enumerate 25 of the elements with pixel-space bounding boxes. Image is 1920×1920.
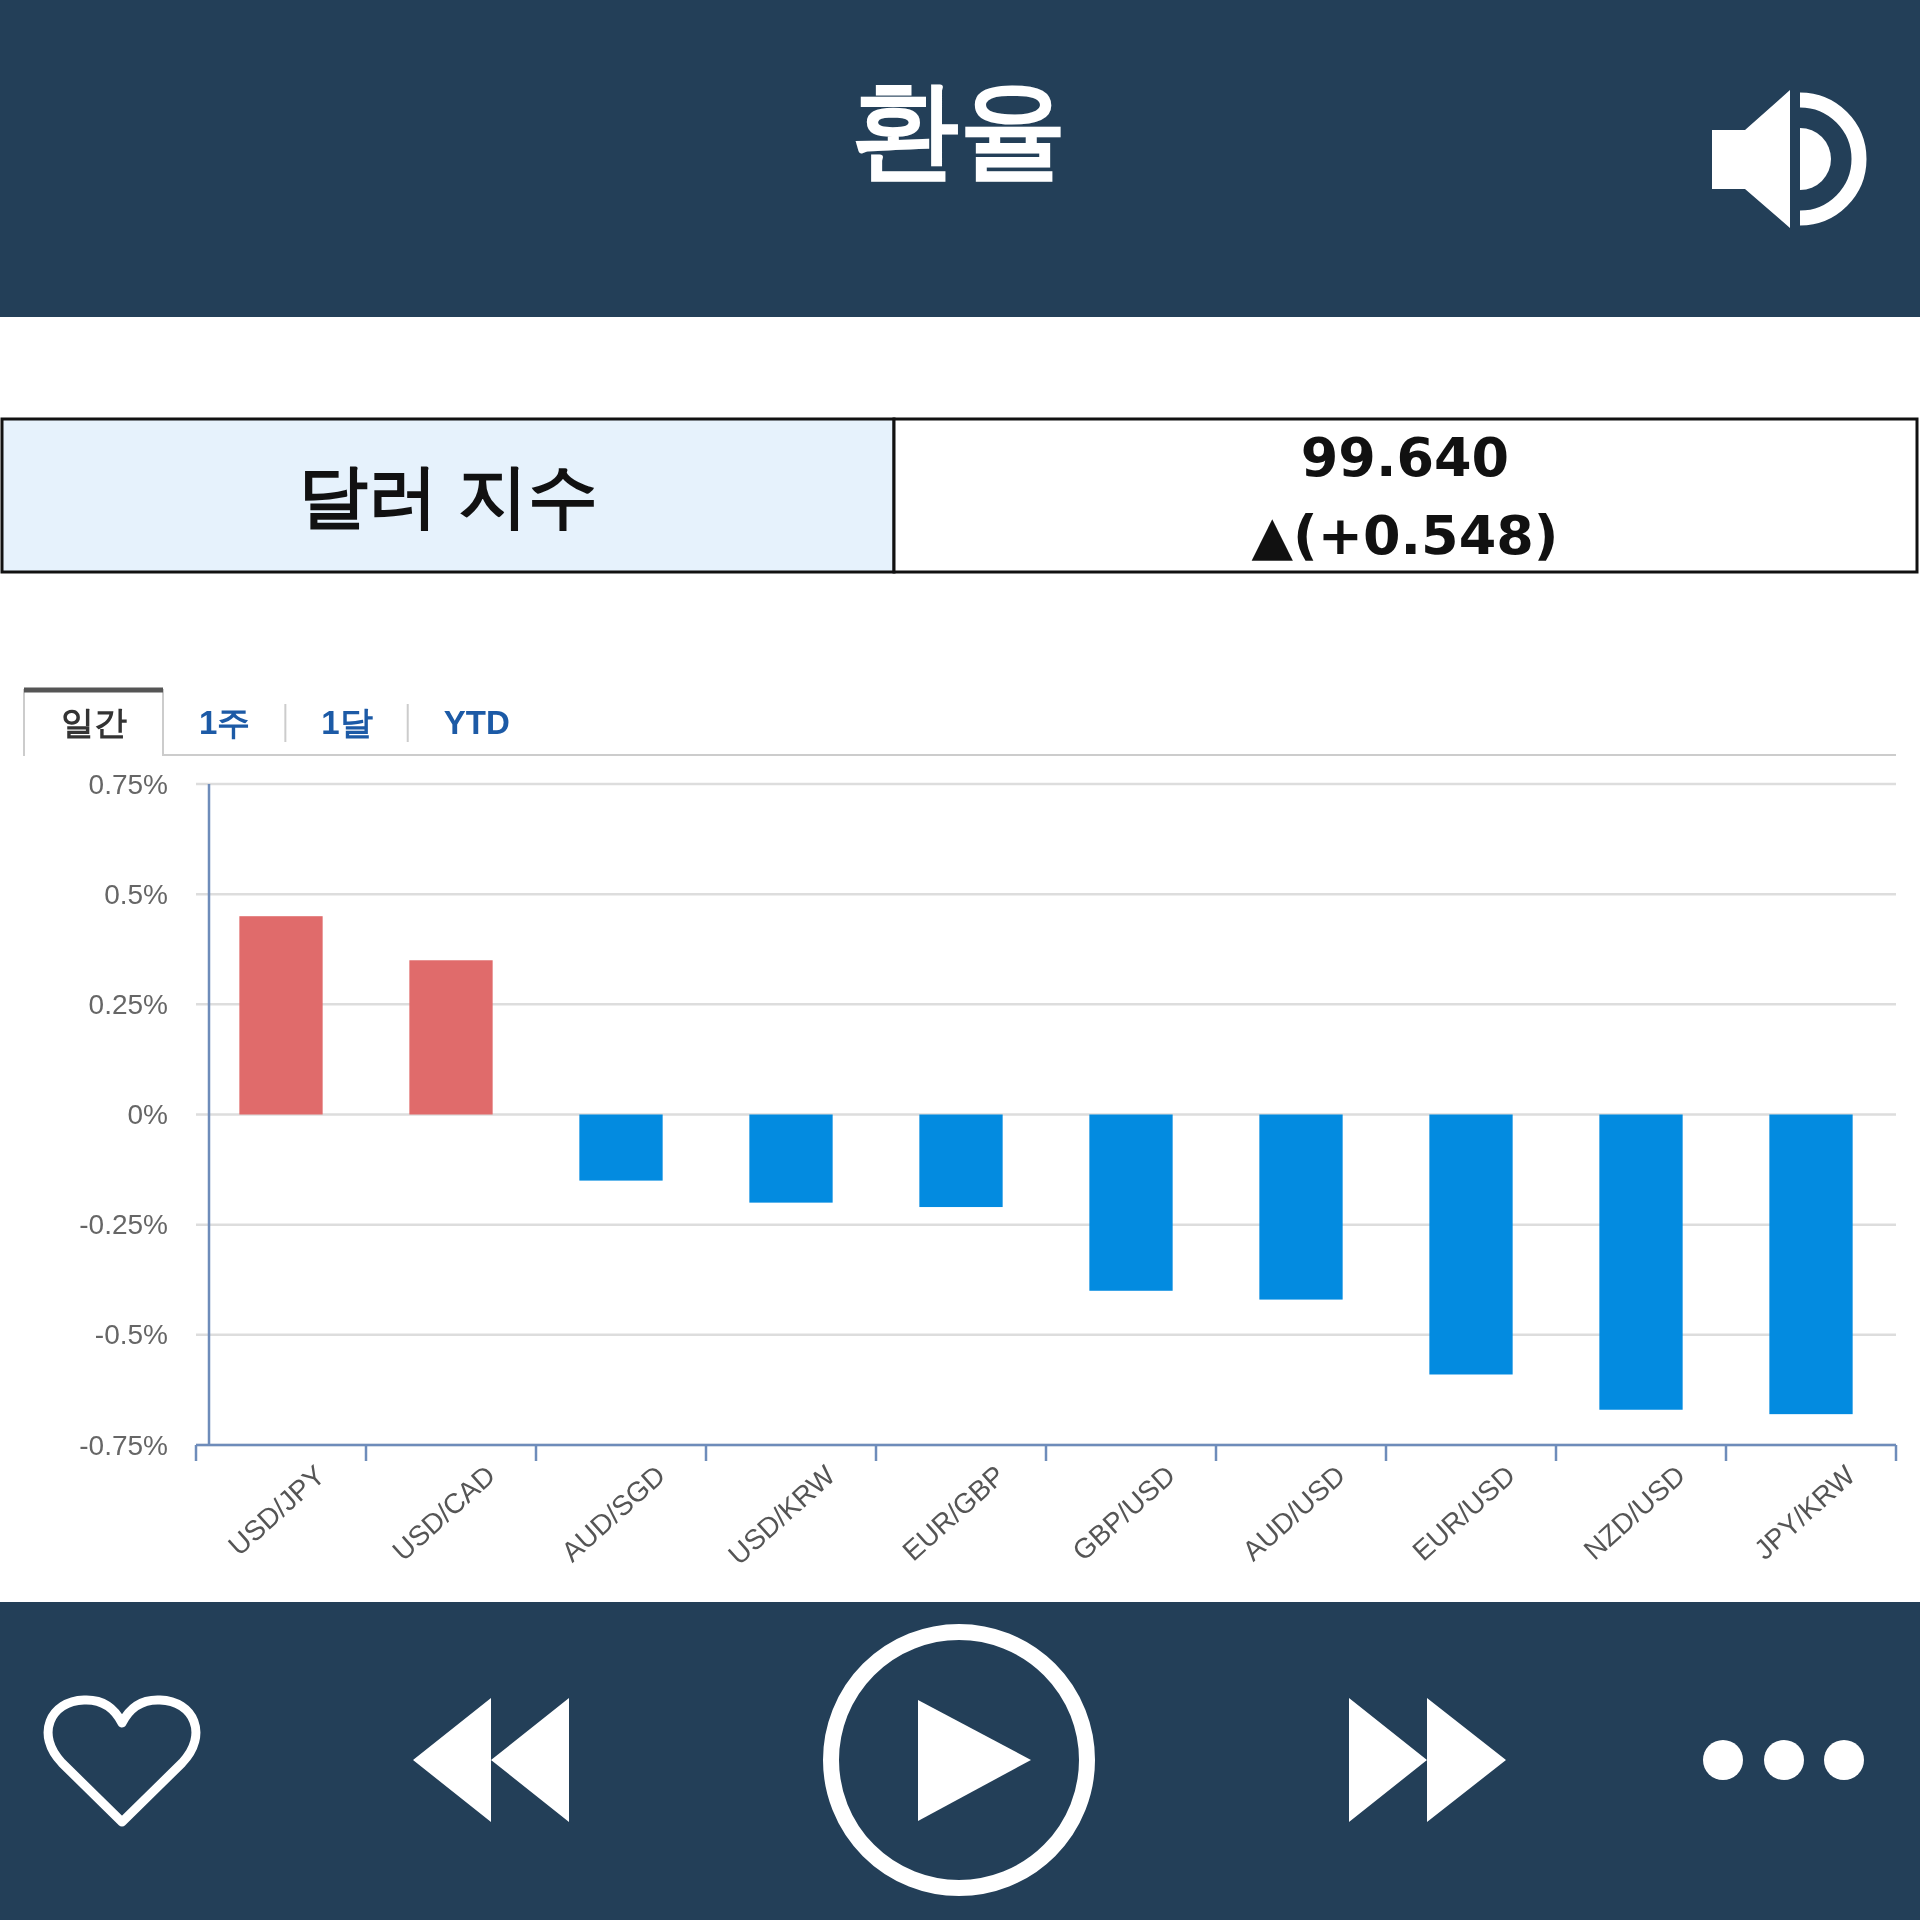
y-tick-label: -0.25% xyxy=(79,1209,168,1241)
bar xyxy=(1259,1114,1343,1300)
bar xyxy=(1599,1114,1683,1410)
text: 달러 지수 xyxy=(298,457,598,535)
text: 1달 xyxy=(321,703,373,741)
y-tick-label: -0.5% xyxy=(94,1319,168,1351)
bar xyxy=(749,1114,833,1203)
text: 일간 xyxy=(61,703,127,741)
bar xyxy=(409,960,493,1115)
bar xyxy=(919,1114,1003,1208)
text: 99.640 xyxy=(1300,425,1510,489)
bar xyxy=(239,916,323,1115)
text: 1주 xyxy=(199,703,251,741)
bar xyxy=(1429,1114,1513,1375)
y-tick-label: 0.25% xyxy=(88,988,168,1020)
y-tick-label: 0% xyxy=(127,1099,168,1130)
y-tick-label: -0.75% xyxy=(79,1429,168,1461)
y-tick-label: 0.75% xyxy=(88,768,168,800)
y-tick-label: 0.5% xyxy=(104,878,168,910)
bar xyxy=(579,1114,663,1181)
bar xyxy=(1089,1114,1173,1291)
text: ▲(+0.548) xyxy=(1251,503,1559,567)
text: 환율 xyxy=(851,68,1067,190)
text: YTD xyxy=(443,703,510,741)
bar xyxy=(1769,1114,1853,1415)
